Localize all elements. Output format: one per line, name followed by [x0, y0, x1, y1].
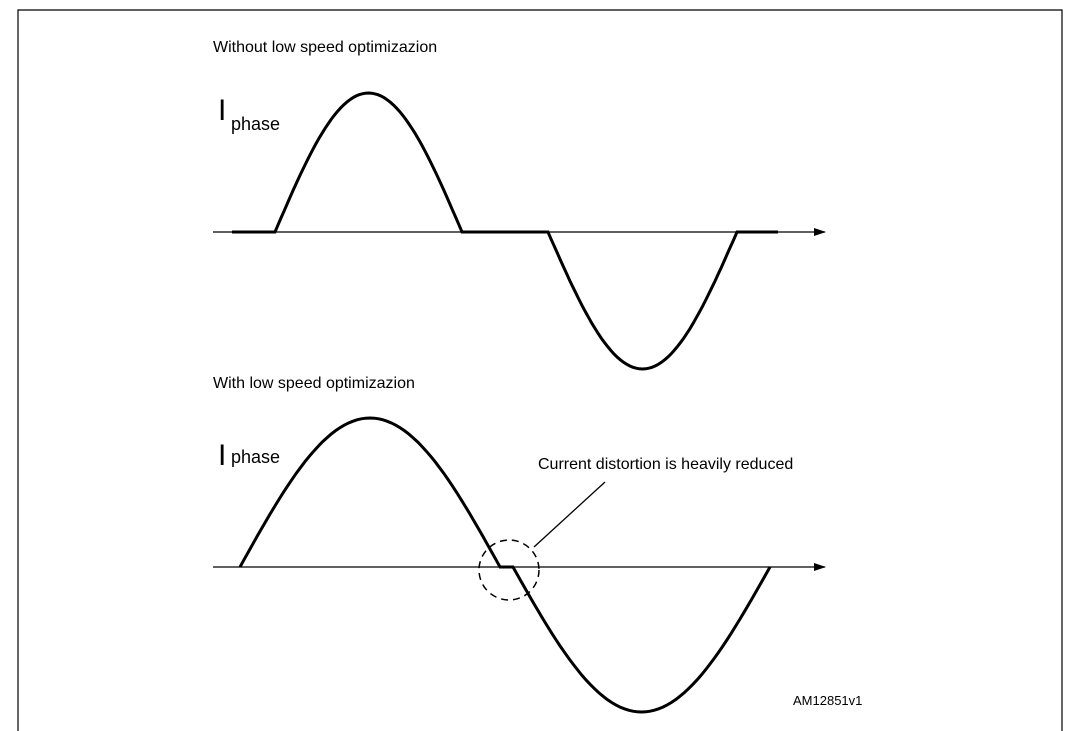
highlight-circle [478, 539, 540, 601]
axis-subscript: phase [231, 114, 280, 134]
leader-line [533, 481, 606, 548]
figure-id: AM12851v1 [793, 693, 862, 708]
annotation: Current distortion is heavily reduced [538, 456, 793, 473]
panel-caption: With low speed optimizazion [213, 375, 415, 392]
panel-caption: Without low speed optimizazion [213, 39, 437, 56]
axis-symbol: I [218, 94, 226, 127]
axis-subscript: phase [231, 447, 280, 467]
waveform [232, 91, 778, 371]
axis-symbol: I [218, 439, 226, 472]
waveform [238, 416, 772, 714]
frame [17, 9, 1063, 731]
